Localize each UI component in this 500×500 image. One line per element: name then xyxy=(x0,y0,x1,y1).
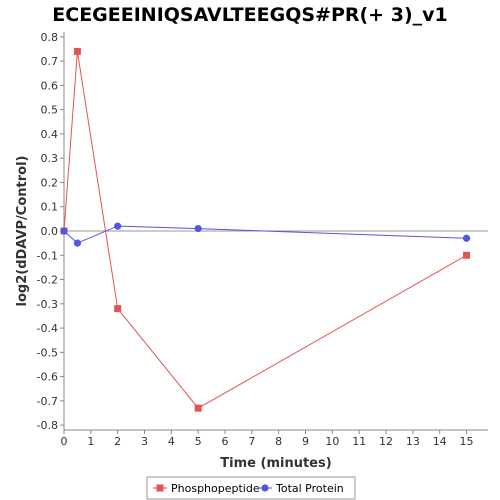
legend-label: Total Protein xyxy=(275,482,344,495)
y-tick-label: 0.4 xyxy=(41,128,59,141)
data-point xyxy=(73,239,82,247)
data-point xyxy=(194,224,202,233)
x-tick-label: 15 xyxy=(460,435,474,448)
x-tick-label: 12 xyxy=(379,435,393,448)
x-tick-label: 14 xyxy=(433,435,447,448)
data-point xyxy=(60,227,68,235)
y-tick-label: -0.1 xyxy=(37,249,58,262)
legend-marker xyxy=(156,484,164,492)
data-point xyxy=(114,222,122,230)
legend-box xyxy=(146,476,356,500)
y-ticks-group: -0.8 -0.7 -0.6 -0.5 -0.4 -0.3 -0.2 -0.1 0.0 0.1 0.… xyxy=(37,31,64,432)
x-tick-label: 5 xyxy=(195,435,202,448)
x-tick-label: 13 xyxy=(406,435,420,448)
legend-marker xyxy=(261,484,269,492)
x-tick-label: 6 xyxy=(222,435,229,448)
x-tick-label: 3 xyxy=(141,435,148,448)
chart-title: ECEGEEINIQSAVLTEEGQS#PR(+ 3)_v1 xyxy=(52,4,448,26)
y-tick-label: 0.0 xyxy=(41,225,59,238)
y-tick-label: 0.5 xyxy=(41,104,59,117)
series-group xyxy=(60,47,471,412)
x-tick-label: 11 xyxy=(352,435,366,448)
y-tick-label: -0.4 xyxy=(37,322,58,335)
y-tick-label: 0.7 xyxy=(41,55,59,68)
x-tick-label: 9 xyxy=(302,435,309,448)
series-total-protein xyxy=(60,222,471,247)
y-tick-label: 0.8 xyxy=(41,31,59,44)
y-tick-label: 0.6 xyxy=(41,79,59,92)
legend-entry: Phosphopeptide xyxy=(153,482,260,495)
y-tick-label: -0.8 xyxy=(37,419,58,432)
y-tick-label: -0.3 xyxy=(37,298,58,311)
legend: Phosphopeptide Total Protein xyxy=(146,476,356,500)
x-tick-label: 0 xyxy=(61,435,68,448)
y-tick-label: -0.2 xyxy=(37,274,58,287)
legend-entry: Total Protein xyxy=(258,482,344,495)
x-axis-label: Time (minutes) xyxy=(220,456,331,471)
y-tick-label: -0.5 xyxy=(37,346,58,359)
y-tick-label: 0.2 xyxy=(41,176,59,189)
legend-label: Phosphopeptide xyxy=(171,482,260,495)
y-tick-label: 0.3 xyxy=(41,152,59,165)
y-axis-label: log2(dDAVP/Control) xyxy=(15,156,30,307)
x-tick-label: 2 xyxy=(114,435,121,448)
x-tick-label: 10 xyxy=(325,435,339,448)
data-point xyxy=(194,404,202,412)
y-tick-label: 0.1 xyxy=(41,201,59,214)
y-tick-label: -0.7 xyxy=(37,395,58,408)
x-ticks-group: 0 1 2 3 4 5 6 7 8 9 10 11 12 13 14 15 xyxy=(61,430,474,448)
data-point xyxy=(463,251,471,259)
data-point xyxy=(114,305,122,313)
x-tick-label: 4 xyxy=(168,435,175,448)
data-point xyxy=(73,47,81,55)
data-point xyxy=(462,234,471,242)
x-tick-label: 7 xyxy=(248,435,255,448)
x-tick-label: 1 xyxy=(87,435,94,448)
y-tick-label: -0.6 xyxy=(37,371,58,384)
x-tick-label: 8 xyxy=(275,435,282,448)
